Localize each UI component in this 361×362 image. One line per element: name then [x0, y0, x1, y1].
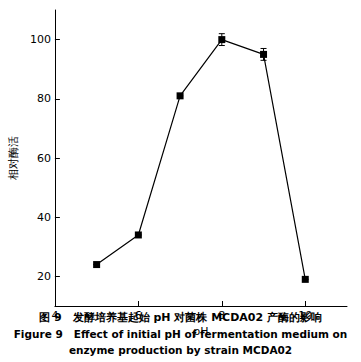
svg-text:40: 40: [37, 211, 51, 224]
svg-text:6: 6: [135, 309, 142, 322]
svg-text:20: 20: [37, 270, 51, 283]
svg-text:4: 4: [51, 309, 58, 322]
svg-text:10: 10: [298, 309, 312, 322]
svg-text:图 9 发酵培养基起始 pH 对菌株 MCDA02 产酶的影: 图 9 发酵培养基起始 pH 对菌株 MCDA02 产酶的影响: [39, 311, 322, 324]
svg-text:Figure 9 Effect of initial pH: Figure 9 Effect of initial pH of ferment…: [14, 328, 348, 340]
svg-text:相对酶活: 相对酶活: [7, 136, 20, 180]
svg-text:8: 8: [218, 309, 225, 322]
svg-text:60: 60: [37, 152, 51, 165]
svg-text:80: 80: [37, 92, 51, 105]
svg-text:100: 100: [30, 33, 51, 46]
svg-text:pH: pH: [193, 325, 208, 338]
svg-text:enzyme production by strain MC: enzyme production by strain MCDA02: [69, 344, 292, 356]
